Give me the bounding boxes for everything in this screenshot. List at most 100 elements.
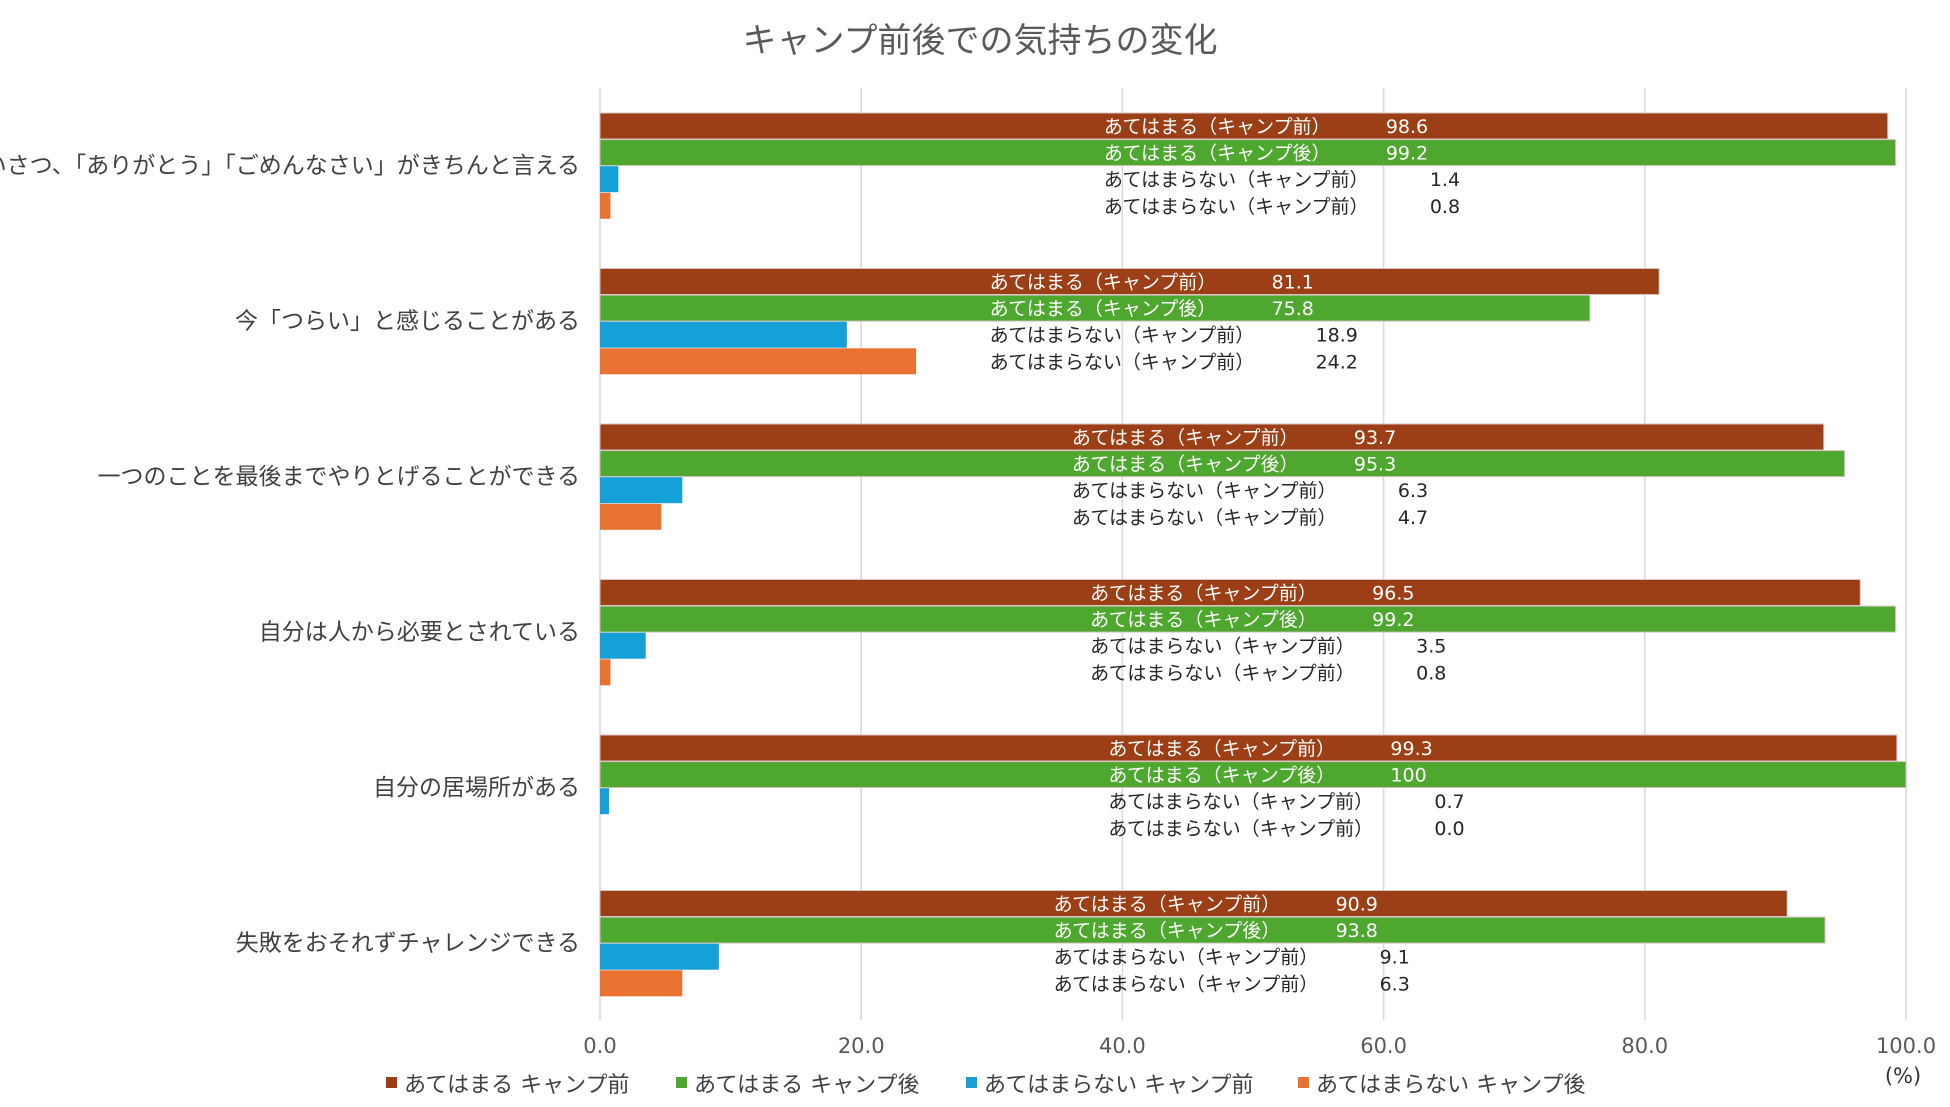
x-tick-label: 40.0 bbox=[1099, 1034, 1146, 1058]
data-label-text: あてはまらない（キャンプ前） bbox=[1090, 636, 1355, 658]
bar bbox=[599, 734, 1898, 762]
bar bbox=[600, 192, 611, 219]
data-label-value: 1.4 bbox=[1430, 169, 1460, 191]
legend-swatch bbox=[676, 1077, 687, 1088]
x-axis-ticks: 0.0 20.0 40.0 60.0 80.0 100.0 bbox=[583, 1034, 1936, 1058]
data-label-value: 6.3 bbox=[1398, 480, 1428, 502]
data-label-text: あてはまる（キャンプ後） bbox=[1108, 765, 1335, 787]
data-label-text: あてはまらない（キャンプ前） bbox=[990, 325, 1255, 347]
data-label-text: あてはまる（キャンプ前） bbox=[1104, 116, 1331, 138]
data-label-value: 99.2 bbox=[1386, 143, 1428, 165]
data-label-text: あてはまらない（キャンプ前） bbox=[1054, 947, 1319, 969]
x-tick-label: 100.0 bbox=[1876, 1034, 1936, 1058]
x-tick-label: 0.0 bbox=[583, 1034, 616, 1058]
category-label: 失敗をおそれずチャレンジできる bbox=[236, 931, 580, 957]
bar bbox=[600, 503, 662, 530]
data-label-value: 90.9 bbox=[1336, 894, 1378, 916]
data-label-value: 93.7 bbox=[1354, 427, 1396, 449]
data-label-text: あてはまらない（キャンプ前） bbox=[990, 351, 1255, 373]
data-label-value: 3.5 bbox=[1416, 636, 1446, 658]
data-label-value: 75.8 bbox=[1272, 298, 1314, 320]
data-label-value: 0.7 bbox=[1434, 791, 1464, 813]
bar bbox=[599, 916, 1826, 944]
bar bbox=[600, 659, 611, 686]
legend-swatch bbox=[1298, 1077, 1309, 1088]
data-label-value: 99.2 bbox=[1372, 609, 1414, 631]
data-label-value: 0.8 bbox=[1430, 196, 1460, 218]
data-label-text: あてはまる（キャンプ前） bbox=[1090, 583, 1317, 605]
bar bbox=[600, 970, 683, 997]
bar bbox=[600, 632, 646, 659]
data-label-value: 6.3 bbox=[1380, 973, 1410, 995]
legend-label: あてはまる キャンプ前 bbox=[404, 1073, 629, 1098]
data-label-text: あてはまる（キャンプ前） bbox=[1054, 894, 1281, 916]
data-label-text: あてはまる（キャンプ前） bbox=[1072, 427, 1299, 449]
data-label-value: 0.0 bbox=[1434, 818, 1464, 840]
bar bbox=[599, 423, 1825, 451]
data-label-text: あてはまらない（キャンプ前） bbox=[1104, 196, 1369, 218]
data-label-value: 96.5 bbox=[1372, 583, 1414, 605]
bar bbox=[599, 294, 1591, 322]
legend-label: あてはまる キャンプ後 bbox=[694, 1073, 919, 1098]
legend-swatch bbox=[386, 1077, 397, 1088]
data-label-text: あてはまる（キャンプ前） bbox=[1108, 738, 1335, 760]
bar bbox=[599, 890, 1788, 917]
bar bbox=[600, 477, 683, 504]
data-label-value: 93.8 bbox=[1336, 920, 1378, 942]
bar bbox=[599, 450, 1846, 478]
legend: あてはまる キャンプ前 あてはまる キャンプ後 あてはまらない キャンプ前 あてはまら… bbox=[386, 1073, 1585, 1098]
data-label-value: 18.9 bbox=[1316, 325, 1358, 347]
chart-title: キャンプ前後での気持ちの変化 bbox=[743, 21, 1218, 61]
data-label-value: 99.3 bbox=[1390, 738, 1432, 760]
bar bbox=[599, 139, 1897, 167]
data-label-value: 9.1 bbox=[1380, 947, 1410, 969]
data-label-text: あてはまらない（キャンプ前） bbox=[1104, 169, 1369, 191]
data-label-value: 95.3 bbox=[1354, 454, 1396, 476]
bar bbox=[600, 166, 619, 193]
x-tick-label: 80.0 bbox=[1621, 1034, 1668, 1058]
data-label-value: 98.6 bbox=[1386, 116, 1428, 138]
data-label-value: 4.7 bbox=[1398, 507, 1428, 529]
data-label-text: あてはまらない（キャンプ前） bbox=[1072, 480, 1337, 502]
grid-lines bbox=[599, 88, 1907, 1020]
bar bbox=[599, 579, 1861, 606]
data-label-text: あてはまらない（キャンプ前） bbox=[1072, 507, 1337, 529]
bar bbox=[599, 268, 1660, 295]
bar bbox=[600, 943, 719, 970]
bar bbox=[600, 321, 847, 348]
data-label-text: あてはまる（キャンプ後） bbox=[1054, 920, 1281, 942]
data-label-value: 81.1 bbox=[1272, 272, 1314, 294]
data-label-text: あてはまる（キャンプ後） bbox=[1104, 143, 1331, 165]
data-label-value: 24.2 bbox=[1316, 351, 1358, 373]
x-axis-unit-label: (%) bbox=[1885, 1064, 1921, 1088]
category-label: あいさつ、「ありがとう」「ごめんなさい」がきちんと言える bbox=[0, 153, 580, 179]
legend-label: あてはまらない キャンプ後 bbox=[1316, 1073, 1585, 1098]
data-label-text: あてはまらない（キャンプ前） bbox=[1108, 818, 1373, 840]
legend-swatch bbox=[966, 1077, 977, 1088]
data-label-text: あてはまる（キャンプ後） bbox=[1090, 609, 1317, 631]
bar bbox=[600, 788, 610, 815]
bar bbox=[600, 348, 917, 375]
category-label: 自分の居場所がある bbox=[373, 775, 580, 801]
category-label: 一つのことを最後までやりとげることができる bbox=[97, 464, 580, 490]
data-label-text: あてはまらない（キャンプ前） bbox=[1054, 973, 1319, 995]
bar bbox=[599, 605, 1897, 633]
data-label-text: あてはまらない（キャンプ前） bbox=[1108, 791, 1373, 813]
data-label-value: 0.8 bbox=[1416, 662, 1446, 684]
bars bbox=[599, 112, 1907, 997]
bar bbox=[599, 112, 1889, 140]
data-label-text: あてはまらない（キャンプ前） bbox=[1090, 662, 1355, 684]
x-tick-label: 60.0 bbox=[1360, 1034, 1407, 1058]
data-label-text: あてはまる（キャンプ前） bbox=[990, 272, 1217, 294]
category-labels: あいさつ、「ありがとう」「ごめんなさい」がきちんと言える今「つらい」と感じること… bbox=[0, 153, 580, 957]
data-label-text: あてはまる（キャンプ後） bbox=[1072, 454, 1299, 476]
category-label: 自分は人から必要とされている bbox=[259, 620, 580, 646]
bar bbox=[599, 761, 1907, 789]
data-label-value: 100 bbox=[1390, 765, 1426, 787]
data-label-text: あてはまる（キャンプ後） bbox=[990, 298, 1217, 320]
data-labels: あてはまる（キャンプ前） 98.6 あてはまる（キャンプ後） 99.2 あてはまらない（… bbox=[990, 116, 1465, 995]
legend-label: あてはまらない キャンプ前 bbox=[984, 1073, 1253, 1098]
category-label: 今「つらい」と感じることがある bbox=[235, 309, 580, 335]
x-tick-label: 20.0 bbox=[838, 1034, 885, 1058]
